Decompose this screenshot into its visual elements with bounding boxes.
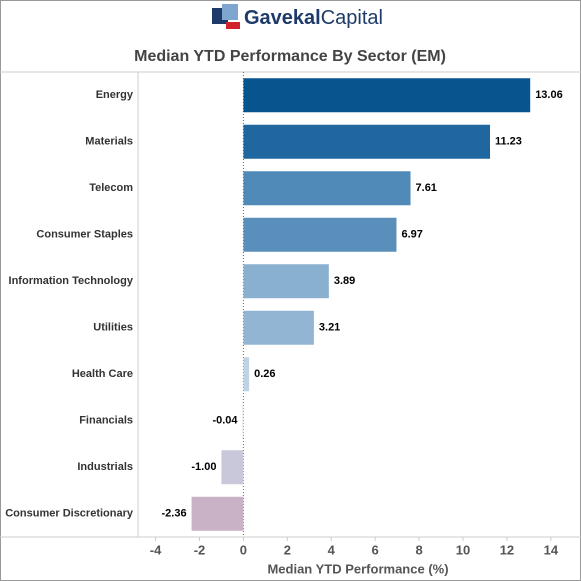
value-label: 3.89 xyxy=(334,275,355,287)
x-tick-label: 6 xyxy=(372,542,379,557)
logo-text: GavekalCapital xyxy=(244,7,383,29)
x-tick-label: -4 xyxy=(150,542,162,557)
category-label: Information Technology xyxy=(9,275,134,287)
value-label: 11.23 xyxy=(495,136,522,148)
category-label: Health Care xyxy=(72,368,133,380)
logo-square xyxy=(226,22,240,29)
value-label: 7.61 xyxy=(416,182,437,194)
value-label: 0.26 xyxy=(254,368,275,380)
x-tick-label: 0 xyxy=(240,542,247,557)
logo: GavekalCapital xyxy=(212,4,383,29)
bar xyxy=(191,496,244,531)
bar xyxy=(243,217,397,252)
category-label: Materials xyxy=(85,136,133,148)
bar xyxy=(243,124,491,159)
value-label: 13.06 xyxy=(535,89,563,101)
value-label: 3.21 xyxy=(319,322,340,334)
category-label: Utilities xyxy=(93,322,133,334)
bar xyxy=(243,264,329,299)
x-axis-title: Median YTD Performance (%) xyxy=(267,561,448,576)
x-tick-label: 10 xyxy=(456,542,470,557)
category-label: Consumer Discretionary xyxy=(5,508,134,520)
category-label: Consumer Staples xyxy=(36,229,133,241)
logo-square xyxy=(222,4,238,20)
bar xyxy=(242,403,244,438)
value-label: 6.97 xyxy=(401,229,422,241)
logo-suffix: Capital xyxy=(321,7,383,29)
value-label: -1.00 xyxy=(191,461,216,473)
bar xyxy=(221,450,244,485)
bar xyxy=(243,78,531,113)
x-tick-label: 4 xyxy=(328,542,336,557)
logo-brand: Gavekal xyxy=(244,7,321,29)
x-tick-label: 2 xyxy=(284,542,291,557)
bar xyxy=(243,171,411,206)
x-tick-label: 12 xyxy=(500,542,514,557)
value-label: -2.36 xyxy=(162,508,187,520)
category-label: Energy xyxy=(96,89,134,101)
x-tick-label: 14 xyxy=(544,542,559,557)
x-tick-label: 8 xyxy=(415,542,422,557)
category-label: Telecom xyxy=(89,182,133,194)
bar xyxy=(243,310,314,345)
chart-title: Median YTD Performance By Sector (EM) xyxy=(134,48,446,65)
bar xyxy=(243,357,250,392)
x-tick-label: -2 xyxy=(194,542,206,557)
category-label: Industrials xyxy=(77,461,133,473)
category-label: Financials xyxy=(79,415,133,427)
value-label: -0.04 xyxy=(212,415,238,427)
